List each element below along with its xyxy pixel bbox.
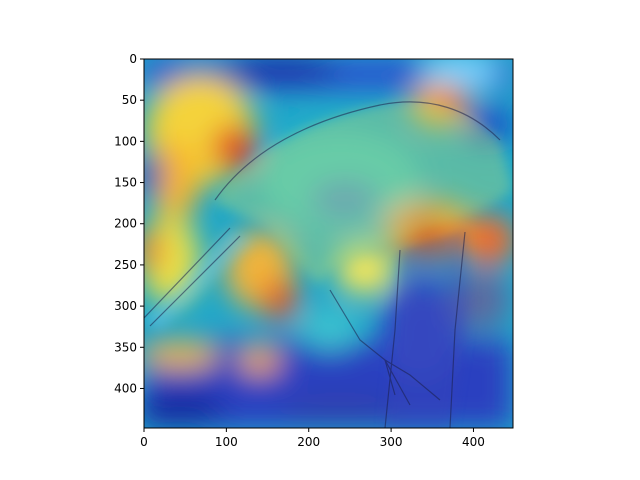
y-tick-label: 250 [114,258,137,272]
plot-frame [143,58,514,429]
y-tick-label: 50 [122,93,137,107]
y-tick-label: 0 [129,52,137,66]
x-tick-label: 200 [297,435,320,449]
y-tick-label: 200 [114,217,137,231]
y-tick-label: 100 [114,134,137,148]
x-tick-label: 0 [140,435,148,449]
x-tick-label: 400 [462,435,485,449]
y-tick-label: 300 [114,299,137,313]
y-tick-label: 350 [114,340,137,354]
x-axis: 0 100 200 300 400 [140,428,485,449]
x-tick-label: 100 [215,435,238,449]
y-tick-label: 400 [114,381,137,395]
x-tick-label: 300 [380,435,403,449]
y-tick-label: 150 [114,176,137,190]
y-axis: 0 50 100 150 200 250 300 350 400 [114,52,144,395]
heatmap-image [144,59,513,428]
